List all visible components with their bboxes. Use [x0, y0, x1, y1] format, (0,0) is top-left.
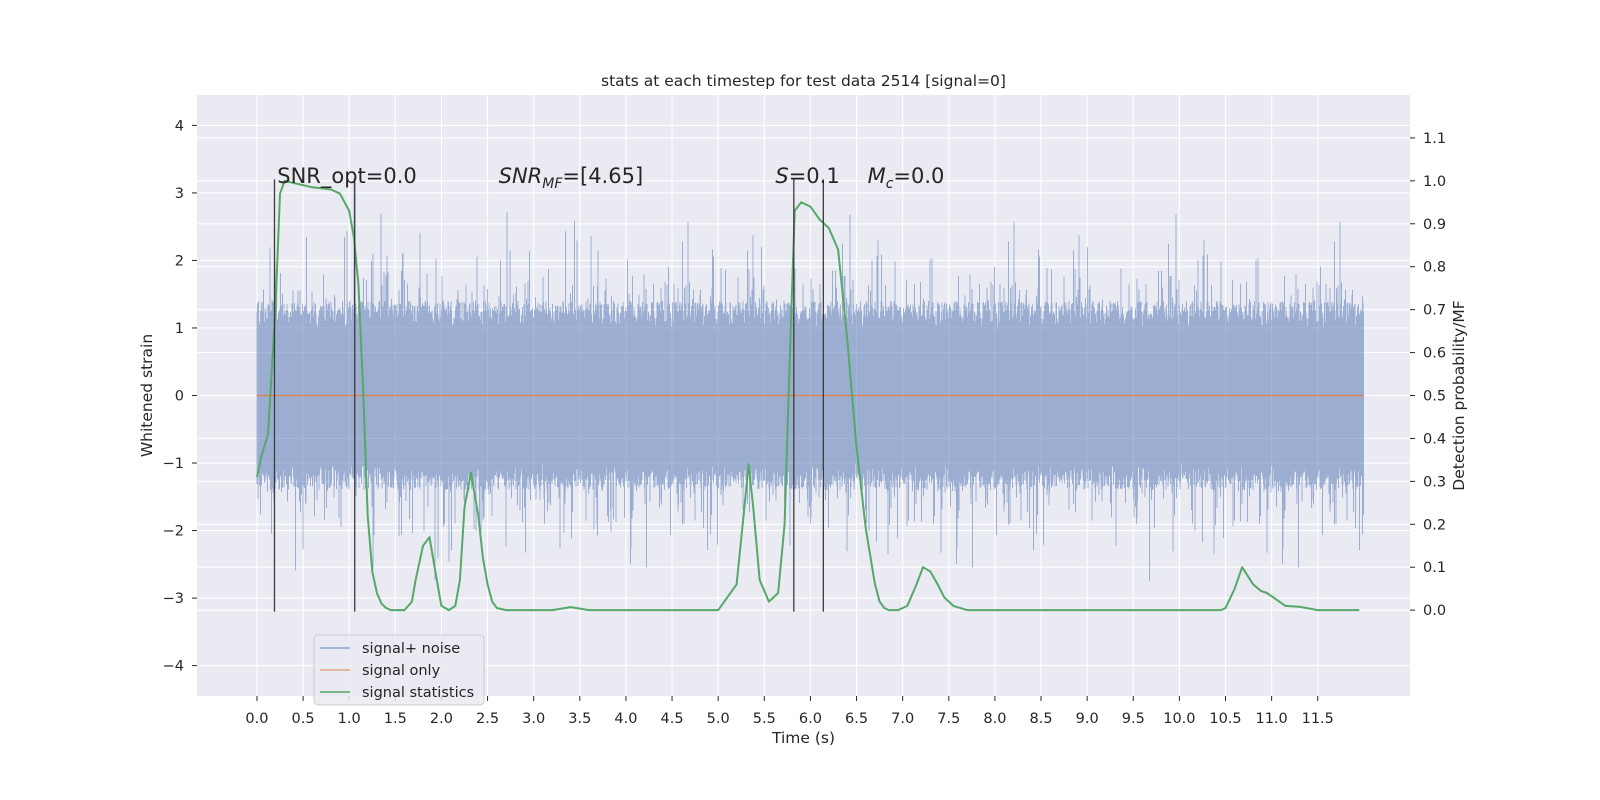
x-tick-label: 5.5 — [753, 711, 776, 727]
y-right-tick-label: 1.1 — [1423, 131, 1446, 147]
vertical-marker-lines — [273, 179, 824, 612]
chart-title: stats at each timestep for test data 251… — [601, 72, 1006, 90]
x-axis-label: Time (s) — [771, 729, 835, 747]
y-tick-label: −2 — [163, 524, 184, 540]
annotation-mc-val: Mc=0.0 — [868, 164, 945, 192]
legend: signal+ noise signal only signal statistic… — [313, 634, 485, 706]
y-tick-label: −4 — [163, 659, 184, 675]
x-tick-label: 0.5 — [292, 711, 315, 727]
x-tick-label: 4.5 — [661, 711, 684, 727]
x-tick-label: 0.0 — [245, 711, 268, 727]
x-tick-label: 4.0 — [614, 711, 637, 727]
x-tick-label: 10.0 — [1163, 711, 1195, 727]
y-right-tick-label: 0.8 — [1423, 260, 1446, 276]
legend-box — [313, 634, 485, 706]
annotation-snr-opt: SNR_opt=0.0 — [277, 164, 417, 189]
y-tick-label: 4 — [175, 118, 184, 134]
y-axis-label: Whitened strain — [138, 334, 156, 457]
y-right-tick-label: 0.1 — [1423, 560, 1446, 576]
noise-trace — [256, 177, 1364, 581]
legend-label: signal only — [362, 663, 441, 679]
y-tick-label: 3 — [175, 186, 184, 202]
y-tick-label: −3 — [163, 591, 184, 607]
x-tick-label: 1.5 — [384, 711, 407, 727]
x-tick-label: 8.0 — [983, 711, 1006, 727]
x-tick-label: 2.5 — [476, 711, 499, 727]
x-tick-label: 9.0 — [1076, 711, 1099, 727]
annotations: SNR_opt=0.0 SNRMF=[4.65] S=0.1 Mc=0.0 — [277, 164, 944, 192]
x-tick-label: 11.5 — [1302, 711, 1334, 727]
y-tick-label: −1 — [163, 456, 184, 472]
y-right-tick-label: 0.6 — [1423, 346, 1446, 362]
x-tick-label: 6.5 — [845, 711, 868, 727]
x-tick-label: 9.5 — [1122, 711, 1145, 727]
x-tick-label: 11.0 — [1255, 711, 1287, 727]
x-tick-label: 7.0 — [891, 711, 914, 727]
x-tick-label: 7.5 — [937, 711, 960, 727]
y-tick-label: 1 — [175, 321, 184, 337]
series-lines — [256, 179, 1364, 612]
series-signal-plus-noise — [256, 177, 1364, 581]
y-right-tick-label: 0.9 — [1423, 217, 1446, 233]
x-tick-label: 3.0 — [522, 711, 545, 727]
x-tick-label: 5.0 — [707, 711, 730, 727]
legend-label: signal+ noise — [362, 641, 460, 657]
annotation-snr-mf: SNRMF=[4.65] — [499, 164, 644, 192]
y-right-tick-label: 0.3 — [1423, 474, 1446, 490]
y-tick-label: 0 — [175, 389, 184, 405]
x-tick-label: 10.5 — [1209, 711, 1241, 727]
annotation-s-val: S=0.1 — [775, 164, 839, 188]
y-right-tick-label: 1.0 — [1423, 174, 1446, 190]
x-tick-label: 3.5 — [568, 711, 591, 727]
x-tick-label: 2.0 — [430, 711, 453, 727]
tick-labels: 0.0 0.5 1.0 1.5 2.0 2.5 3.0 3.5 4.0 4.5 5.0 5.5 6.0 6… — [163, 118, 1446, 727]
signal-statistics-line — [256, 179, 1360, 612]
legend-label: signal statistics — [362, 685, 474, 701]
y-right-tick-label: 0.0 — [1423, 603, 1446, 619]
y-right-tick-label: 0.5 — [1423, 389, 1446, 405]
x-tick-label: 8.5 — [1029, 711, 1052, 727]
y-right-tick-label: 0.2 — [1423, 517, 1446, 533]
x-tick-label: 1.0 — [338, 711, 361, 727]
x-tick-label: 6.0 — [799, 711, 822, 727]
y-tick-label: 2 — [175, 253, 184, 269]
y-right-tick-label: 0.4 — [1423, 431, 1446, 447]
y-axis-right-label: Detection probability/MF — [1450, 300, 1468, 491]
y-right-tick-label: 0.7 — [1423, 303, 1446, 319]
